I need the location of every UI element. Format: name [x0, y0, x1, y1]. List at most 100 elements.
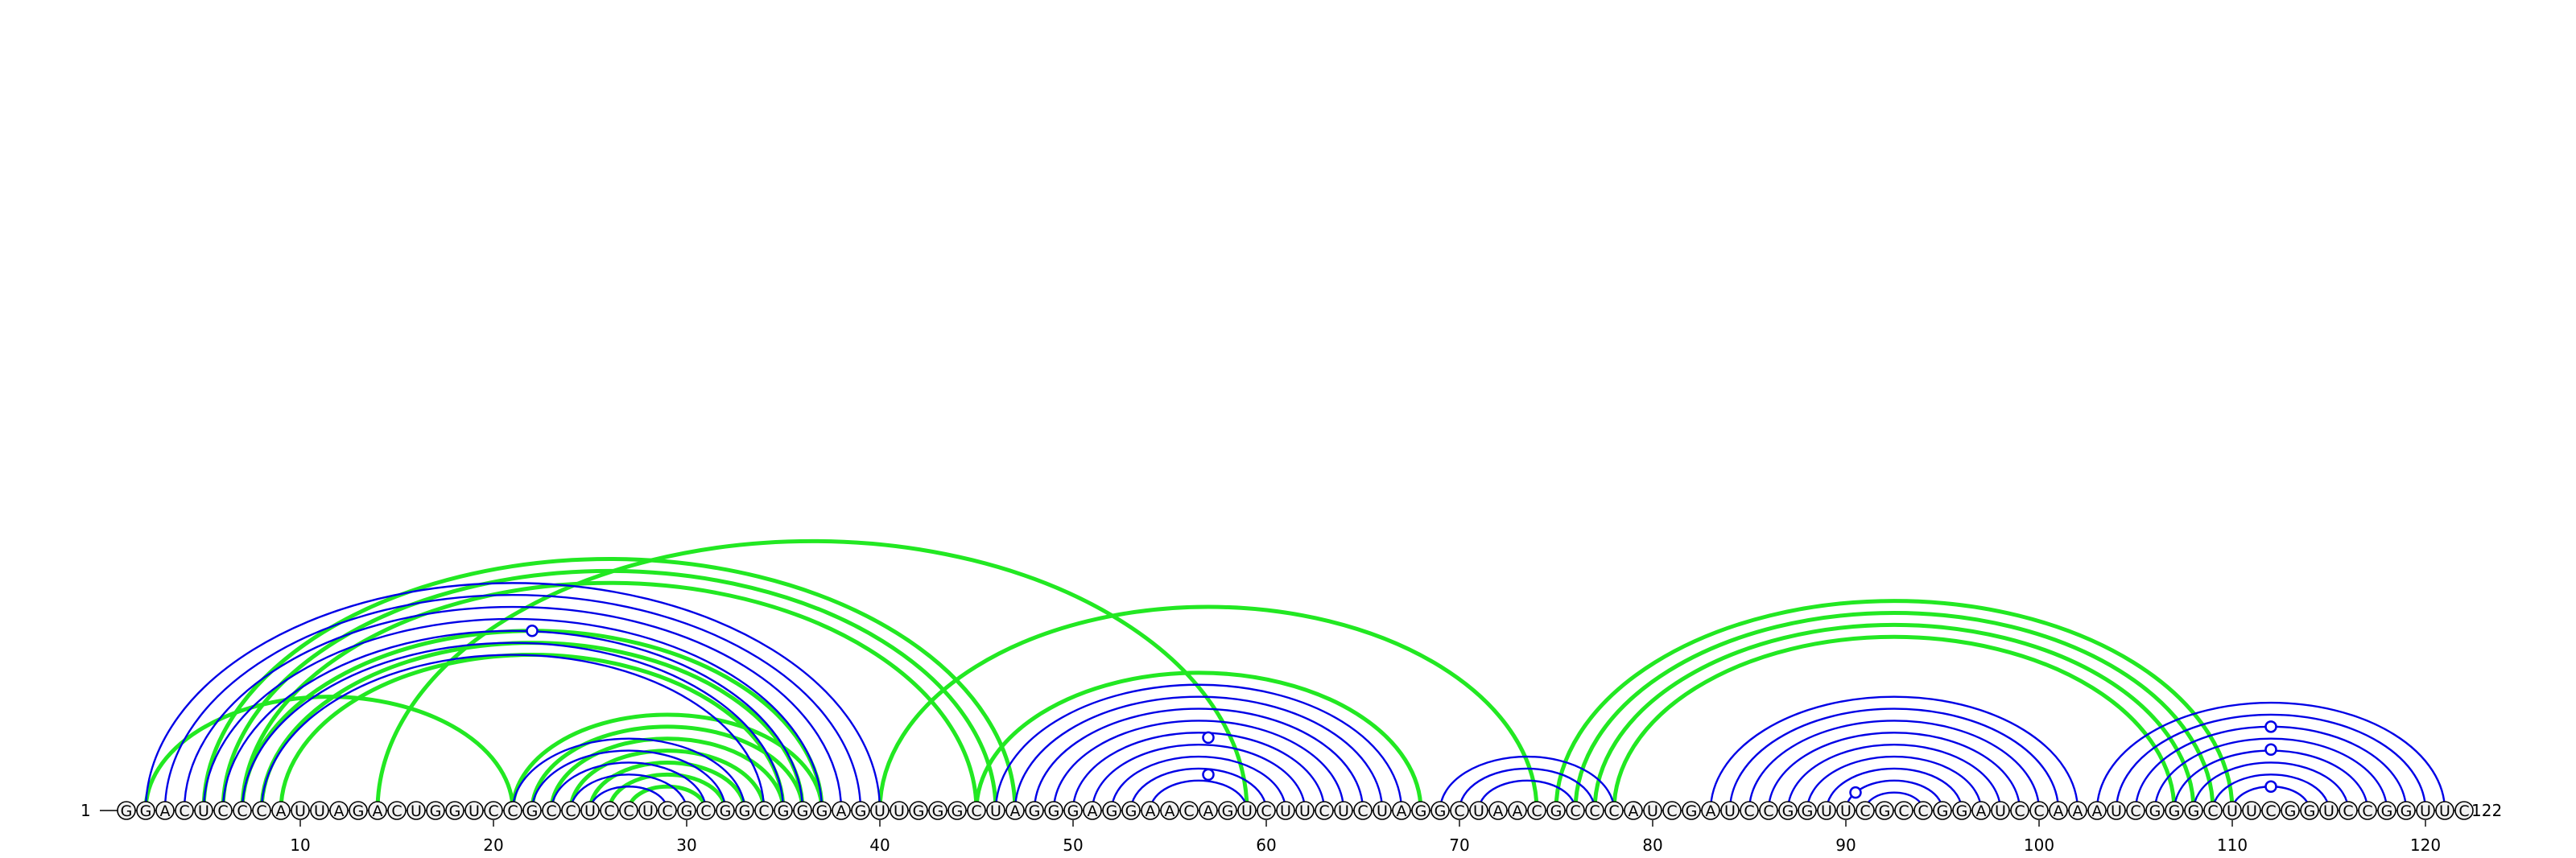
- nucleotide-circle: [2261, 801, 2281, 820]
- structure-1-arc: [221, 629, 804, 811]
- nucleotide-circle: [1295, 801, 1315, 820]
- structure-1-arc: [530, 749, 727, 811]
- nucleotide-circle: [1488, 801, 1508, 820]
- structure-2-arc: [877, 604, 1539, 811]
- nucleotide: U: [2416, 801, 2435, 820]
- nucleotide: U: [1237, 801, 1257, 820]
- nucleotide: U: [1720, 801, 1740, 820]
- structure-2-arc: [510, 712, 824, 811]
- structure-2-arc: [626, 784, 708, 811]
- structure-1-arc: [1110, 755, 1287, 811]
- nucleotide: A: [1083, 801, 1102, 820]
- nucleotide-circle: [2029, 801, 2049, 820]
- structure-1-arc: [163, 594, 862, 811]
- nucleotide-letter: A: [1706, 802, 1716, 820]
- nucleotide-circle: [1991, 801, 2010, 820]
- structure-2-arc: [375, 538, 1249, 811]
- nucleotide-circle: [1566, 801, 1585, 820]
- nucleotide-circle: [1701, 801, 1720, 820]
- gu-pair-marker: [2264, 720, 2277, 733]
- nucleotide: G: [812, 801, 832, 820]
- nucleotide-circle: [600, 801, 619, 820]
- structure-1-arc: [1728, 707, 2060, 811]
- nucleotide-circle: [2049, 801, 2068, 820]
- nucleotide: G: [928, 801, 947, 820]
- nucleotide-circle: [1083, 801, 1102, 820]
- nucleotide: U: [580, 801, 600, 820]
- nucleotide-circle: [1798, 801, 1817, 820]
- nucleotide-letter: G: [720, 802, 732, 820]
- nucleotide: G: [1952, 801, 1971, 820]
- nucleotide: C: [503, 801, 522, 820]
- nucleotide-circle: [1025, 801, 1044, 820]
- nucleotide-circle: [1971, 801, 1991, 820]
- nucleotide-letter: C: [2362, 802, 2372, 820]
- nucleotide: C: [2126, 801, 2145, 820]
- nucleotide: G: [349, 801, 368, 820]
- structure-1-arc: [1844, 779, 1944, 811]
- nucleotide: G: [1063, 801, 1083, 820]
- nucleotide-circle: [619, 801, 638, 820]
- nucleotide-letter: C: [2033, 802, 2044, 820]
- nucleotide: G: [1778, 801, 1798, 820]
- structure-2-arc: [588, 761, 747, 811]
- nucleotide-circle: [2145, 801, 2165, 820]
- tick-label: 10: [290, 835, 310, 855]
- nucleotide-letter: C: [488, 802, 498, 820]
- structure-1-arc: [2211, 773, 2330, 811]
- tick-label: 20: [483, 835, 503, 855]
- nucleotide-letter: C: [1589, 802, 1600, 820]
- nucleotide: G: [774, 801, 793, 820]
- nucleotide-letter: U: [2420, 802, 2431, 820]
- gu-pair-marker: [526, 625, 539, 637]
- nucleotide: G: [1218, 801, 1237, 820]
- nucleotide-circle: [2203, 801, 2223, 820]
- nucleotide-circle: [1527, 801, 1546, 820]
- nucleotide-letter: C: [507, 802, 518, 820]
- nucleotide-letter: U: [642, 802, 654, 820]
- structure-2-arc: [1592, 622, 2196, 811]
- structure-1-arc: [1071, 732, 1326, 811]
- nucleotide-circle: [1875, 801, 1894, 820]
- nucleotide: A: [271, 801, 291, 820]
- nucleotide-letter: A: [1165, 802, 1175, 820]
- nucleotide-circle: [1759, 801, 1778, 820]
- nucleotide-letter: C: [662, 802, 672, 820]
- nucleotide-letter: U: [1647, 802, 1658, 820]
- nucleotide-letter: U: [1299, 802, 1311, 820]
- nucleotide: G: [445, 801, 464, 820]
- nucleotide: G: [1121, 801, 1141, 820]
- nucleotide-letter: U: [1840, 802, 1852, 820]
- nucleotide: G: [2281, 801, 2300, 820]
- nucleotide: A: [155, 801, 175, 820]
- nucleotide-circle: [522, 801, 542, 820]
- position-axis: 10 20 30 40 50 60 70 80 90 100 110 120: [290, 820, 2441, 855]
- nucleotide-letter: A: [1397, 802, 1407, 820]
- nucleotide: A: [329, 801, 349, 820]
- nucleotide: C: [2358, 801, 2377, 820]
- structure-2-arc: [201, 557, 1018, 811]
- nucleotide-circle: [812, 801, 832, 820]
- nucleotide-circle: [716, 801, 735, 820]
- nucleotide-circle: [1740, 801, 1759, 820]
- structure-1-arc: [202, 617, 824, 811]
- nucleotide-letter: G: [1802, 802, 1814, 820]
- gu-pair-marker: [1849, 786, 1862, 799]
- nucleotide: G: [1430, 801, 1450, 820]
- nucleotide-letter: C: [971, 802, 981, 820]
- nucleotide-letter: G: [526, 802, 539, 820]
- nucleotide: U: [1334, 801, 1353, 820]
- nucleotide-letter: C: [1183, 802, 1194, 820]
- structure-1-arc: [1129, 767, 1268, 811]
- nucleotide-letter: A: [1629, 802, 1639, 820]
- nucleotide-circle: [2396, 801, 2416, 820]
- nucleotide: A: [1701, 801, 1720, 820]
- nucleotide: U: [291, 801, 310, 820]
- nucleotide-letter: G: [353, 802, 365, 820]
- nucleotide-circle: [2242, 801, 2261, 820]
- nucleotide-letter: A: [1146, 802, 1156, 820]
- structure-1-arc: [1458, 767, 1596, 811]
- nucleotide-letter: G: [1415, 802, 1427, 820]
